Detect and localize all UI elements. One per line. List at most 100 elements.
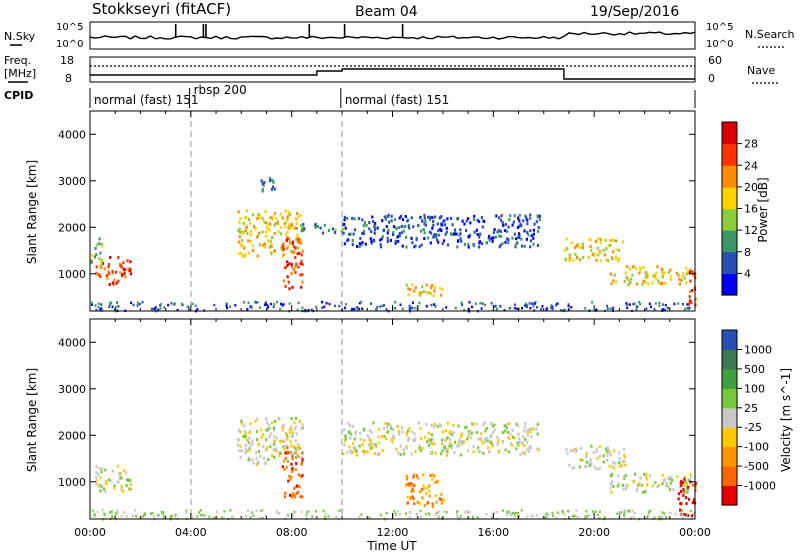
heatmap-cell: [128, 478, 131, 482]
heatmap-cell: [529, 445, 532, 449]
heatmap-cell: [123, 268, 126, 272]
heatmap-cell: [472, 218, 476, 222]
heatmap-cell: [306, 510, 309, 514]
heatmap-cell: [570, 306, 573, 309]
heatmap-cell: [385, 308, 388, 311]
heatmap-cell: [358, 217, 361, 221]
heatmap-cell: [291, 454, 294, 458]
heatmap-cell: [343, 443, 346, 447]
heatmap-cell: [286, 236, 289, 240]
heatmap-cell: [282, 279, 285, 283]
heatmap-cell: [290, 470, 294, 474]
heatmap-cell: [514, 515, 517, 518]
heatmap-cell: [625, 483, 628, 487]
heatmap-cell: [327, 515, 330, 518]
heatmap-cell: [520, 244, 524, 248]
heatmap-cell: [379, 305, 382, 308]
heatmap-cell: [385, 225, 388, 228]
heatmap-cell: [550, 306, 553, 310]
heatmap-cell: [406, 219, 409, 223]
heatmap-cell: [268, 228, 271, 232]
heatmap-cell: [493, 428, 496, 432]
heatmap-cell: [315, 510, 318, 513]
heatmap-cell: [529, 430, 532, 434]
heatmap-cell: [644, 489, 647, 493]
heatmap-cell: [444, 448, 447, 452]
heatmap-cell: [575, 515, 577, 518]
heatmap-cell: [303, 227, 306, 231]
heatmap-cell: [100, 262, 103, 266]
heatmap-cell: [300, 259, 303, 263]
heatmap-cell: [507, 241, 510, 245]
heatmap-cell: [438, 510, 441, 513]
heatmap-cell: [629, 281, 632, 285]
heatmap-cell: [328, 302, 331, 306]
heatmap-cell: [413, 289, 416, 293]
heatmap-cell: [251, 458, 254, 462]
heatmap-cell: [408, 516, 411, 519]
colorbar-tick-label: 4: [744, 267, 751, 280]
heatmap-cell: [680, 479, 683, 483]
heatmap-cell: [524, 438, 527, 442]
heatmap-cell: [286, 275, 289, 279]
heatmap-cell: [255, 430, 259, 434]
heatmap-cell: [339, 509, 342, 512]
heatmap-cell: [288, 262, 291, 266]
heatmap-cell: [448, 431, 451, 435]
heatmap-cell: [440, 293, 443, 297]
heatmap-cell: [694, 297, 697, 301]
heatmap-cell: [687, 497, 691, 501]
heatmap-cell: [481, 242, 484, 246]
heatmap-cell: [493, 228, 496, 232]
ytick-label: 4000: [58, 336, 86, 349]
heatmap-cell: [255, 301, 258, 304]
heatmap-cell: [427, 512, 430, 515]
heatmap-cell: [501, 221, 504, 225]
heatmap-cell: [95, 479, 98, 483]
heatmap-cell: [294, 439, 297, 443]
heatmap-cell: [526, 429, 529, 432]
heatmap-cell: [691, 501, 694, 505]
heatmap-cell: [283, 459, 286, 463]
heatmap-cell: [295, 432, 298, 436]
heatmap-cell: [293, 510, 296, 514]
heatmap-cell: [282, 423, 285, 427]
heatmap-cell: [412, 489, 415, 493]
heatmap-cell: [289, 440, 292, 444]
heatmap-cell: [614, 239, 617, 243]
heatmap-cell: [683, 484, 687, 488]
heatmap-cell: [676, 475, 679, 479]
heatmap-cell: [411, 283, 414, 287]
heatmap-cell: [176, 308, 179, 312]
heatmap-cell: [297, 490, 300, 494]
heatmap-cell: [265, 417, 268, 421]
heatmap-cell: [669, 277, 672, 281]
heatmap-cell: [432, 437, 435, 441]
heatmap-cell: [409, 496, 412, 500]
heatmap-cell: [249, 422, 252, 426]
heatmap-cell: [351, 450, 354, 454]
heatmap-cell: [240, 244, 244, 248]
heatmap-cell: [288, 287, 291, 291]
heatmap-cell: [299, 238, 302, 242]
freq-panel: Freq. [MHz] 18 8 60 0 Nave: [4, 54, 778, 85]
heatmap-cell: [467, 435, 470, 439]
heatmap-cell: [436, 222, 439, 226]
heatmap-cell: [113, 278, 116, 282]
heatmap-cell: [623, 509, 626, 512]
heatmap-cell: [508, 422, 511, 426]
heatmap-cell: [244, 435, 247, 439]
heatmap-cell: [333, 231, 337, 234]
heatmap-cell: [579, 447, 583, 451]
heatmap-cell: [367, 443, 370, 447]
heatmap-cell: [420, 291, 423, 295]
heatmap-cell: [479, 301, 482, 305]
noise-spikes: [174, 24, 404, 38]
heatmap-cell: [428, 494, 431, 498]
heatmap-cell: [120, 514, 123, 518]
heatmap-cell: [467, 245, 470, 249]
freq-label: Freq.: [4, 54, 31, 67]
heatmap-cell: [410, 452, 413, 456]
heatmap-cell: [279, 226, 282, 230]
heatmap-cell: [649, 305, 652, 309]
